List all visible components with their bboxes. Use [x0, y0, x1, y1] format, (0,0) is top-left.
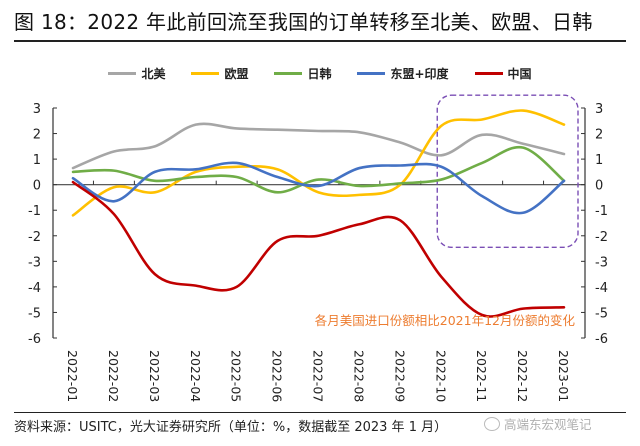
x-tick-label: 2022-09	[392, 350, 407, 402]
chart-annotation: 各月美国进口份额相比2021年12月份额的变化	[315, 313, 576, 328]
y-tick-label-right: -3	[595, 255, 608, 270]
series-line-0	[73, 124, 564, 168]
x-tick-label: 2022-01	[65, 350, 80, 402]
y-tick-label-right: -6	[595, 332, 608, 347]
y-tick-label-right: 1	[595, 153, 603, 168]
y-tick-label-right: -2	[595, 230, 608, 245]
x-tick-label: 2022-02	[106, 350, 121, 402]
y-tick-label-right: -5	[595, 306, 608, 321]
x-tick-label: 2022-11	[474, 350, 489, 402]
y-tick-label-left: 1	[33, 153, 41, 168]
series-line-3	[73, 163, 564, 213]
y-tick-label-left: 0	[33, 179, 41, 194]
footer-rule	[14, 412, 626, 413]
y-tick-label-left: -6	[28, 332, 41, 347]
x-tick-label: 2022-05	[229, 350, 244, 402]
wechat-icon	[484, 417, 500, 431]
y-tick-label-left: -5	[28, 306, 41, 321]
y-tick-label-left: -4	[28, 281, 41, 296]
x-tick-label: 2022-08	[351, 350, 366, 402]
y-tick-label-right: 2	[595, 128, 603, 143]
x-tick-label: 2023-01	[556, 350, 571, 402]
y-tick-label-left: -1	[28, 204, 41, 219]
highlight-box	[437, 95, 578, 247]
watermark-text: 高端东宏观笔记	[504, 414, 592, 433]
y-tick-label-right: -4	[595, 281, 608, 296]
y-tick-label-left: -3	[28, 255, 41, 270]
y-tick-label-left: 2	[33, 128, 41, 143]
x-tick-label: 2022-10	[433, 350, 448, 402]
y-tick-label-right: 0	[595, 179, 603, 194]
source-note: 资料来源：USITC，光大证券研究所（单位：%，数据截至 2023 年 1 月）	[14, 416, 447, 435]
y-tick-label-right: 3	[595, 102, 603, 117]
x-tick-label: 2022-06	[270, 350, 285, 402]
watermark: 高端东宏观笔记	[484, 414, 592, 433]
y-tick-label-left: 3	[33, 102, 41, 117]
x-tick-label: 2022-04	[188, 350, 203, 402]
y-tick-label-right: -1	[595, 204, 608, 219]
x-tick-label: 2022-07	[311, 350, 326, 402]
x-tick-label: 2022-12	[515, 350, 530, 402]
x-tick-label: 2022-03	[147, 350, 162, 402]
y-tick-label-left: -2	[28, 230, 41, 245]
